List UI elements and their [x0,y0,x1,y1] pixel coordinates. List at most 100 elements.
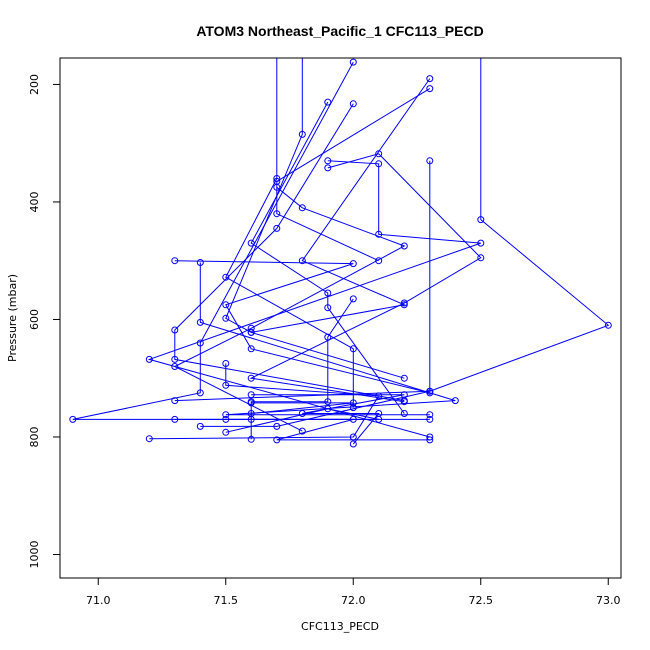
data-point [375,150,383,158]
data-point [375,392,383,400]
y-tick-label: 200 [28,74,41,95]
data-point [247,399,255,407]
plot-frame [59,57,622,579]
profile-line [72,61,430,420]
x-tick-label: 72.5 [469,594,494,607]
data-point [196,389,204,397]
data-point [298,130,306,138]
data-point [324,164,332,172]
data-point [247,345,255,353]
data-point [426,411,434,419]
data-point [324,304,332,312]
data-point [222,428,230,436]
data-point [349,58,357,66]
x-tick-label: 73.0 [596,594,621,607]
data-point [222,301,230,309]
data-point [171,257,179,265]
y-tick-label: 1000 [28,540,41,568]
data-point [604,321,612,329]
data-point [426,75,434,83]
data-point [349,295,357,303]
data-point [247,328,255,336]
data-point [400,398,408,406]
data-point [349,345,357,353]
data-point [247,374,255,382]
data-point [324,398,332,406]
profile-line [173,186,406,432]
data-point [273,422,281,430]
profile-line [199,262,456,416]
data-point [171,397,179,405]
profile-line [174,408,379,433]
data-point [69,415,77,423]
profile-line [200,160,431,427]
data-point [477,254,485,262]
data-point [145,435,153,443]
data-layer [69,58,612,448]
data-point [400,299,408,307]
data-point [324,405,332,413]
data-point [247,410,255,417]
data-point [426,157,434,165]
data-point [247,324,255,332]
data-point [400,410,408,417]
y-axis-label: Pressure (mbar) [6,274,19,362]
data-point [196,318,204,326]
data-point [171,415,179,423]
data-point [171,363,179,370]
profile-line [225,58,354,408]
data-point [426,436,434,444]
x-tick-label: 71.5 [214,594,239,607]
data-point [273,175,281,182]
profile-line [149,363,380,440]
data-point [274,58,279,59]
data-point [171,355,179,363]
data-point [324,157,332,165]
data-point [247,239,255,247]
y-axis: 200 400 600 800 1000 [28,74,60,568]
data-point [247,435,255,443]
chart-title: ATOM3 Northeast_Pacific_1 CFC113_PECD [196,23,483,39]
profile-line [225,58,405,379]
x-tick-label: 71.0 [86,594,111,607]
x-tick-label: 72.0 [341,594,366,607]
data-point [145,355,153,363]
data-point [349,440,357,448]
data-point [349,399,357,407]
data-point [222,273,230,281]
profile-line [250,101,405,414]
data-point [400,242,408,250]
data-point [273,224,281,232]
data-point [426,85,434,93]
data-point [196,422,204,430]
data-point [451,397,459,405]
data-point [222,411,230,419]
data-point [375,160,383,168]
data-point [273,210,281,218]
profile-line [276,88,431,262]
data-point [375,257,383,265]
data-point [298,427,306,435]
data-point [426,387,434,395]
data-point [298,204,306,212]
data-point [375,230,383,238]
y-tick-label: 600 [28,309,41,330]
data-point [349,100,357,108]
y-tick-label: 800 [28,426,41,447]
profile-line [174,58,610,402]
data-point [400,374,408,382]
data-point [324,98,332,106]
data-point [400,391,408,399]
x-axis-label: CFC113_PECD [301,620,379,633]
data-point [247,391,255,399]
data-point [477,216,485,224]
data-point [300,58,305,59]
y-tick-label: 400 [28,191,41,212]
profile-line [174,260,430,394]
data-point [196,259,204,266]
data-point [375,415,383,423]
data-point [298,257,306,265]
data-point [477,239,485,247]
data-point [222,360,230,367]
